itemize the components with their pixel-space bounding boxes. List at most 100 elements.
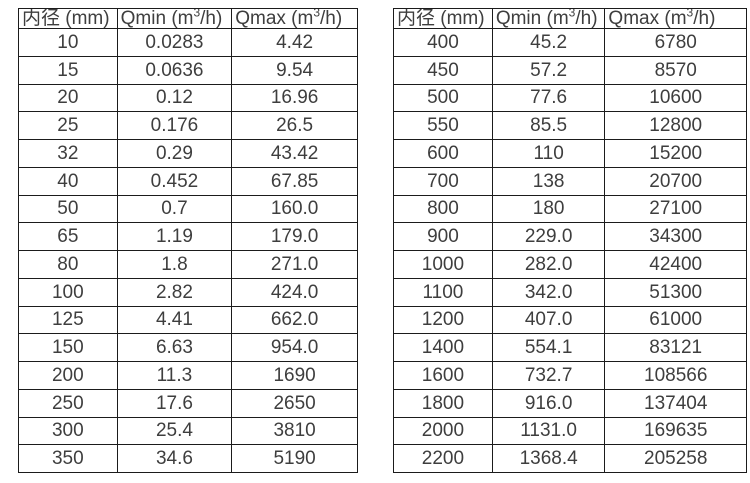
- qmax-cell: 67.85: [231, 166, 358, 196]
- diameter-cell: 450: [393, 55, 493, 85]
- qmax-cell: 2650: [231, 388, 358, 418]
- qmin-cell: 110: [491, 139, 606, 168]
- qmin-cell: 732.7: [491, 361, 606, 390]
- table-body: 400 45.2 6780 450 57.2 8570 500 77.6 10600 550 85.…: [393, 28, 747, 473]
- qmin-cell: 282.0: [491, 250, 606, 279]
- table-row: 15 0.0636 9.54: [18, 55, 358, 85]
- qmin-cell: 0.12: [116, 83, 233, 113]
- table-row: 1000 282.0 42400: [393, 250, 747, 279]
- qmax-cell: 3810: [231, 416, 358, 446]
- qmin-cell: 1.8: [116, 250, 233, 279]
- column-header-diameter: 内径 (mm): [18, 8, 118, 29]
- qmin-cell: 34.6: [116, 444, 233, 473]
- qmin-cell: 229.0: [491, 222, 606, 251]
- table-row: 600 110 15200: [393, 139, 747, 168]
- diameter-cell: 100: [18, 277, 118, 307]
- qmin-cell: 17.6: [116, 388, 233, 418]
- diameter-cell: 2200: [393, 444, 493, 473]
- qmin-cell: 2.82: [116, 277, 233, 307]
- qmax-cell: 169635: [604, 416, 747, 446]
- diameter-cell: 50: [18, 194, 118, 224]
- qmax-cell: 160.0: [231, 194, 358, 224]
- qmin-cell: 916.0: [491, 388, 606, 418]
- table-row: 2200 1368.4 205258: [393, 444, 747, 473]
- table-row: 20 0.12 16.96: [18, 83, 358, 113]
- diameter-cell: 10: [18, 28, 118, 57]
- qmax-cell: 10600: [604, 83, 747, 113]
- table-row: 100 2.82 424.0: [18, 277, 358, 307]
- qmin-cell: 0.29: [116, 139, 233, 168]
- diameter-cell: 1200: [393, 305, 493, 335]
- qmin-cell: 85.5: [491, 111, 606, 140]
- superscript-3: 3: [686, 8, 694, 20]
- qmax-cell: 424.0: [231, 277, 358, 307]
- qmax-cell: 271.0: [231, 250, 358, 279]
- diameter-cell: 80: [18, 250, 118, 279]
- diameter-cell: 1400: [393, 333, 493, 362]
- qmin-cell: 77.6: [491, 83, 606, 113]
- qmin-cell: 25.4: [116, 416, 233, 446]
- qmax-cell: 61000: [604, 305, 747, 335]
- qmax-cell: 20700: [604, 166, 747, 196]
- table-row: 1100 342.0 51300: [393, 277, 747, 307]
- table-header: 内径 (mm) Qmin (m3/h) Qmax (m3/h): [393, 8, 747, 29]
- diameter-cell: 2000: [393, 416, 493, 446]
- diameter-cell: 200: [18, 361, 118, 390]
- table-row: 10 0.0283 4.42: [18, 28, 358, 57]
- diameter-cell: 32: [18, 139, 118, 168]
- column-header-qmax: Qmax (m3/h): [604, 8, 747, 29]
- table-row: 2000 1131.0 169635: [393, 416, 747, 446]
- qmin-cell: 11.3: [116, 361, 233, 390]
- qmax-cell: 26.5: [231, 111, 358, 140]
- column-header-diameter: 内径 (mm): [393, 8, 493, 29]
- qmax-cell: 1690: [231, 361, 358, 390]
- column-header-qmin: Qmin (m3/h): [491, 8, 606, 29]
- column-header-qmax: Qmax (m3/h): [231, 8, 358, 29]
- qmin-cell: 0.0283: [116, 28, 233, 57]
- diameter-cell: 20: [18, 83, 118, 113]
- diameter-cell: 25: [18, 111, 118, 140]
- diameter-cell: 1800: [393, 388, 493, 418]
- table-row: 50 0.7 160.0: [18, 194, 358, 224]
- diameter-cell: 700: [393, 166, 493, 196]
- flow-table-large-diameters: 内径 (mm) Qmin (m3/h) Qmax (m3/h) 400 45.2 678…: [393, 8, 747, 473]
- table-row: 500 77.6 10600: [393, 83, 747, 113]
- qmin-cell: 407.0: [491, 305, 606, 335]
- diameter-cell: 40: [18, 166, 118, 196]
- table-body: 10 0.0283 4.42 15 0.0636 9.54 20 0.12 16.96 25 0.1…: [18, 28, 358, 473]
- superscript-3: 3: [568, 8, 576, 20]
- qmin-cell: 0.0636: [116, 55, 233, 85]
- column-header-qmin: Qmin (m3/h): [116, 8, 233, 29]
- table-row: 250 17.6 2650: [18, 388, 358, 418]
- qmax-cell: 8570: [604, 55, 747, 85]
- table-row: 700 138 20700: [393, 166, 747, 196]
- table-row: 1400 554.1 83121: [393, 333, 747, 362]
- diameter-cell: 250: [18, 388, 118, 418]
- table-row: 1800 916.0 137404: [393, 388, 747, 418]
- qmax-cell: 205258: [604, 444, 747, 473]
- diameter-cell: 350: [18, 444, 118, 473]
- qmax-cell: 42400: [604, 250, 747, 279]
- qmax-cell: 9.54: [231, 55, 358, 85]
- table-row: 1600 732.7 108566: [393, 361, 747, 390]
- table-row: 450 57.2 8570: [393, 55, 747, 85]
- diameter-cell: 550: [393, 111, 493, 140]
- table-row: 125 4.41 662.0: [18, 305, 358, 335]
- diameter-cell: 600: [393, 139, 493, 168]
- qmin-cell: 180: [491, 194, 606, 224]
- diameter-cell: 1100: [393, 277, 493, 307]
- flow-table-small-diameters: 内径 (mm) Qmin (m3/h) Qmax (m3/h) 10 0.0283 4.…: [18, 8, 358, 473]
- diameter-cell: 65: [18, 222, 118, 251]
- qmax-cell: 51300: [604, 277, 747, 307]
- qmax-cell: 83121: [604, 333, 747, 362]
- header-row: 内径 (mm) Qmin (m3/h) Qmax (m3/h): [18, 8, 358, 29]
- qmin-cell: 57.2: [491, 55, 606, 85]
- table-row: 32 0.29 43.42: [18, 139, 358, 168]
- qmin-cell: 0.7: [116, 194, 233, 224]
- qmin-cell: 554.1: [491, 333, 606, 362]
- qmin-cell: 1.19: [116, 222, 233, 251]
- diameter-cell: 1000: [393, 250, 493, 279]
- qmin-cell: 1131.0: [491, 416, 606, 446]
- qmin-cell: 6.63: [116, 333, 233, 362]
